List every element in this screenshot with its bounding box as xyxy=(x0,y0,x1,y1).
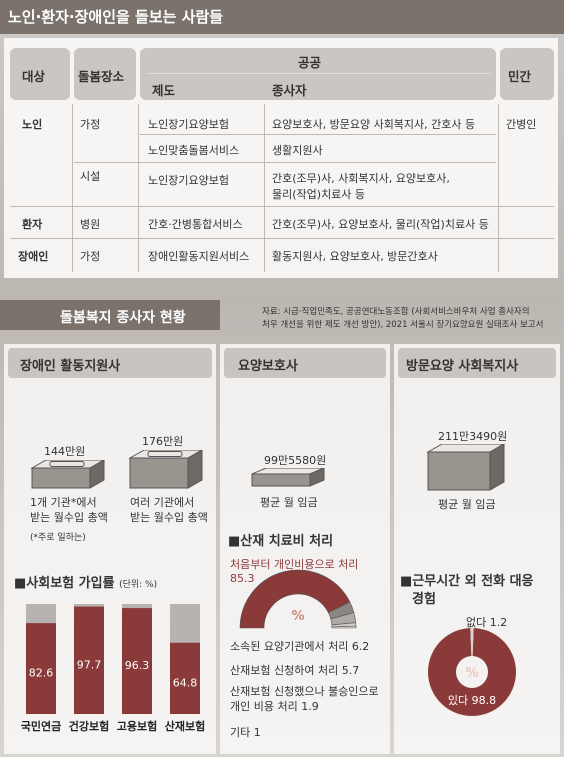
money-box-icon xyxy=(30,460,106,489)
wage-multi-value: 176만원 xyxy=(142,435,184,448)
row-place: 시설 xyxy=(80,170,101,183)
section-bar xyxy=(0,300,220,330)
panel-title-care: 요양보호사 xyxy=(238,359,298,374)
wage-multi-label-2: 받는 월수입 총액 xyxy=(130,511,208,524)
accident-title-text: 산재 치료비 처리 xyxy=(240,534,334,549)
bar-value-label: 97.7 xyxy=(77,658,102,671)
insurance-bar-chart: 82.6 국민연금 97.7 건강보험 96.3 고용보험 64.8 산재보험 xyxy=(21,604,205,733)
row-target: 환자 xyxy=(22,218,43,231)
header-system: 제도 xyxy=(152,83,176,98)
panel-header-disability xyxy=(8,348,212,378)
header-public: 공공 xyxy=(298,55,322,70)
header-target: 대상 xyxy=(22,69,46,84)
bar-0 xyxy=(26,623,56,714)
wage-multi-label-1: 여러 기관에서 xyxy=(130,496,195,509)
wage-single-note: (*주로 일하는) xyxy=(30,533,86,543)
semi-slice-4 xyxy=(331,625,357,629)
row-place: 병원 xyxy=(80,218,101,231)
accident-main-label: 처음부터 개인비용으로 처리 xyxy=(230,558,359,571)
care-wage-label: 평균 월 임금 xyxy=(260,496,318,509)
header-bar xyxy=(0,0,564,34)
header-cell-target xyxy=(10,48,70,100)
row-worker-2: 물리(작업)치료사 등 xyxy=(272,188,366,201)
header-cell-public xyxy=(140,48,496,100)
accident-label-4: 산재보험 신청했으나 불승인으로 개인 비용 처리 1.9 xyxy=(230,685,379,713)
call-title-text-1: 근무시간 외 전화 대응 xyxy=(412,574,534,589)
insurance-unit: (단위: %) xyxy=(119,580,158,590)
row-worker: 생활지원사 xyxy=(272,144,323,157)
care-wage-value: 99만5580원 xyxy=(264,454,327,467)
insurance-title-text: 사회보험 가입률 xyxy=(26,576,115,591)
donut-center-symbol: % xyxy=(465,666,478,681)
call-donut-chart: % 있다 98.8 xyxy=(428,628,516,716)
wage-single-value: 144만원 xyxy=(44,445,86,458)
row-worker: 활동지원사, 요양보호사, 방문간호사 xyxy=(272,250,438,263)
visit-wage-label: 평균 월 임금 xyxy=(438,498,496,511)
accident-main-value: 85.3 xyxy=(230,572,255,585)
row-target: 노인 xyxy=(22,118,43,131)
visit-wage-value: 211만3490원 xyxy=(438,430,508,443)
row-system: 노인장기요양보험 xyxy=(148,174,229,187)
row-system: 노인장기요양보험 xyxy=(148,118,229,131)
call-no-label: 없다 1.2 xyxy=(466,616,508,629)
row-worker: 간호(조무)사, 사회복지사, 요양보호사, xyxy=(272,172,450,185)
header-place: 돌봄장소 xyxy=(78,69,125,84)
row-private: 간병인 xyxy=(506,118,537,131)
accident-semi-donut: % xyxy=(239,569,357,629)
bar-category-label: 국민연금 xyxy=(21,719,61,733)
panel-care xyxy=(220,344,390,754)
panel-header-visit xyxy=(398,348,556,378)
bar-category-label: 산재보험 xyxy=(165,719,205,733)
header-cell-private xyxy=(500,48,554,100)
panel-title-visit: 방문요양 사회복지사 xyxy=(406,359,519,374)
bar-value-label: 82.6 xyxy=(29,667,54,680)
wage-single-label-1: 1개 기관*에서 xyxy=(30,496,97,509)
bar-1 xyxy=(74,606,104,714)
donut-slice-0 xyxy=(428,628,516,716)
section-title: 돌봄복지 종사자 현황 xyxy=(60,310,186,326)
accident-label-3: 산재보험 신청하여 처리 5.7 xyxy=(230,664,360,677)
row-place: 가정 xyxy=(80,250,101,263)
bar-value-label: 64.8 xyxy=(173,676,198,689)
row-place: 가정 xyxy=(80,118,101,131)
row-worker: 간호(조무)사, 요양보호사, 물리(작업)치료사 등 xyxy=(272,218,489,231)
accident-chart-title: ■산재 치료비 처리 xyxy=(228,534,334,549)
header-private: 민간 xyxy=(508,69,532,84)
row-system: 장애인활동지원서비스 xyxy=(148,250,250,263)
source-line-1: 자료: 시급·직업민족도, 공공연대노동조합 (사회서비스바우처 사업 종사자의 xyxy=(262,307,530,317)
row-system: 간호·간병통합서비스 xyxy=(148,218,243,231)
panel-visit xyxy=(394,344,560,754)
money-box-icon xyxy=(128,450,204,489)
bar-2 xyxy=(122,608,152,714)
row-system: 노인맞춤돌봄서비스 xyxy=(148,144,240,157)
accident-label-5: 기타 1 xyxy=(230,726,261,739)
insurance-chart-title: ■사회보험 가입률 (단위: %) xyxy=(14,576,158,591)
accident-label-2: 소속된 요양기관에서 처리 6.2 xyxy=(230,640,370,653)
money-box-icon xyxy=(426,444,506,491)
page-title: 노인·환자·장애인을 돌보는 사람들 xyxy=(8,8,224,26)
bar-value-label: 96.3 xyxy=(125,659,150,672)
row-target: 장애인 xyxy=(18,250,49,263)
header-cell-place xyxy=(74,48,136,100)
bar-category-label: 고용보험 xyxy=(117,719,157,733)
bar-3 xyxy=(170,642,200,714)
panel-title-disability: 장애인 활동지원사 xyxy=(20,359,121,374)
money-box-icon xyxy=(251,468,325,487)
source-line-2: 처우 개선을 위한 제도 개선 방안), 2021 서울시 장기요양요원 실태조… xyxy=(262,320,544,330)
call-chart-title: ■근무시간 외 전화 대응 xyxy=(400,574,534,589)
semi-center-symbol: % xyxy=(291,609,304,624)
wage-single-label-2: 받는 월수입 총액 xyxy=(30,511,108,524)
donut-slice-1 xyxy=(470,628,474,657)
donut-yes-label: 있다 98.8 xyxy=(448,694,496,707)
panel-header-care xyxy=(224,348,386,378)
call-title-text-2: 경험 xyxy=(412,592,436,607)
semi-slice-0 xyxy=(239,569,351,629)
row-worker: 요양보호사, 방문요양 사회복지사, 간호사 등 xyxy=(272,118,476,131)
bar-category-label: 건강보험 xyxy=(69,719,109,733)
header-worker: 종사자 xyxy=(272,83,307,98)
